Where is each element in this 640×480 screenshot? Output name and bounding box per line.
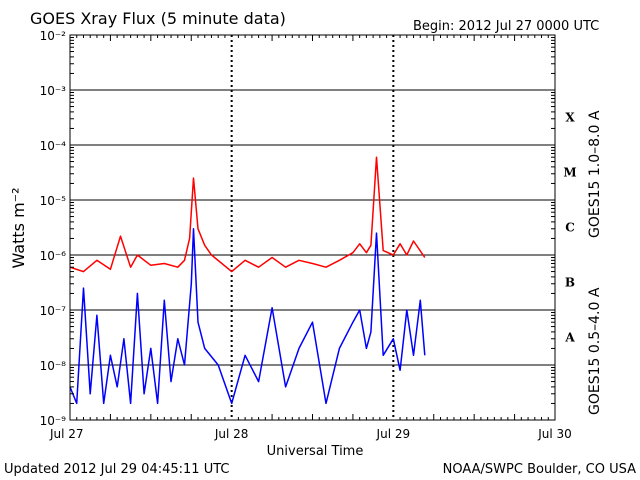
y-tick-label: 10⁻⁹ (40, 414, 67, 428)
data-source: NOAA/SWPC Boulder, CO USA (443, 462, 636, 477)
x-tick-label: Jul 27 (49, 427, 84, 441)
y-tick-label: 10⁻⁴ (40, 139, 67, 153)
x-tick-label: Jul 28 (214, 427, 249, 441)
series-line-long-channel (69, 156, 426, 273)
y-tick-label: 10⁻⁵ (40, 194, 67, 208)
x-tick-label: Jul 29 (376, 427, 411, 441)
flare-class-label: C (565, 221, 575, 235)
series-layer (69, 156, 426, 405)
legend-long-channel: GOES15 1.0–8.0 A (587, 110, 603, 238)
chart-title: GOES Xray Flux (5 minute data) (30, 9, 286, 28)
x-tick-label: Jul 30 (537, 427, 572, 441)
flare-class-label: A (564, 331, 575, 345)
series-line-short-channel (69, 228, 426, 405)
x-axis-label: Universal Time (267, 444, 364, 459)
axis-ticks: 10⁻⁹ 10⁻⁸ 10⁻⁷ 10⁻⁶ 10⁻⁵ 10⁻⁴ 10⁻³ 10⁻² Jul 27 Ju… (40, 29, 572, 441)
y-tick-label: 10⁻⁷ (40, 304, 67, 318)
grid (70, 35, 555, 420)
begin-time: Begin: 2012 Jul 27 0000 UTC (413, 19, 599, 34)
plot-frame (69, 34, 556, 421)
y-tick-label: 10⁻³ (40, 84, 67, 98)
y-tick-label: 10⁻⁸ (40, 359, 67, 373)
flare-class-label: X (565, 111, 575, 125)
updated-timestamp: Updated 2012 Jul 29 04:45:11 UTC (4, 462, 229, 477)
flare-class-label: B (565, 276, 575, 290)
legend-short-channel: GOES15 0.5–4.0 A (587, 287, 603, 415)
y-axis-label: Watts m⁻² (9, 187, 28, 268)
flare-class-label: M (563, 166, 576, 180)
y-tick-label: 10⁻² (40, 29, 67, 43)
flare-class-labels: A B C M X (563, 111, 576, 345)
y-tick-label: 10⁻⁶ (40, 249, 67, 263)
